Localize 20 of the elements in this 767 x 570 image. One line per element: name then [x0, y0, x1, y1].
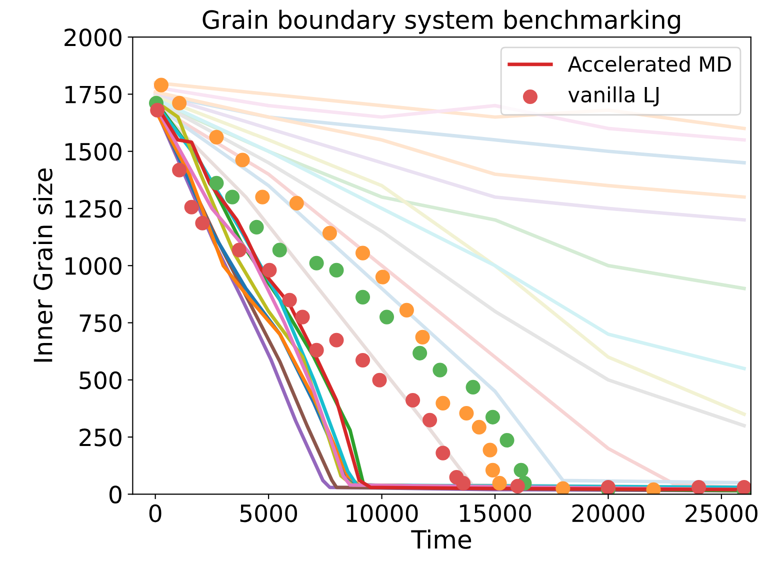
y-tick-label: 500	[80, 371, 122, 390]
x-tick-label: 25000	[686, 504, 758, 522]
legend-label: vanilla LJ	[568, 86, 658, 106]
x-tick-label: 0	[149, 504, 162, 522]
y-tick-label: 1250	[65, 200, 122, 218]
y-tick-label: 1750	[65, 86, 122, 104]
x-axis-title: Time	[411, 530, 472, 549]
y-tick-label: 1500	[65, 142, 122, 161]
chart-title: Grain boundary system benchmarking	[202, 10, 680, 34]
y-tick-label: 750	[80, 314, 122, 332]
y-tick-label: 1000	[65, 257, 122, 275]
y-axis-title: Inner Grain size	[33, 168, 52, 362]
x-tick-label: 5000	[240, 504, 298, 522]
x-tick-label: 10000	[346, 504, 418, 522]
y-tick-label: 2000	[64, 28, 122, 46]
y-tick-label: 250	[80, 428, 122, 446]
x-tick-label: 15000	[460, 504, 531, 522]
y-tick-label: 0	[110, 486, 122, 504]
x-tick-label: 20000	[572, 504, 644, 522]
legend-label: Accelerated MD	[568, 56, 731, 72]
